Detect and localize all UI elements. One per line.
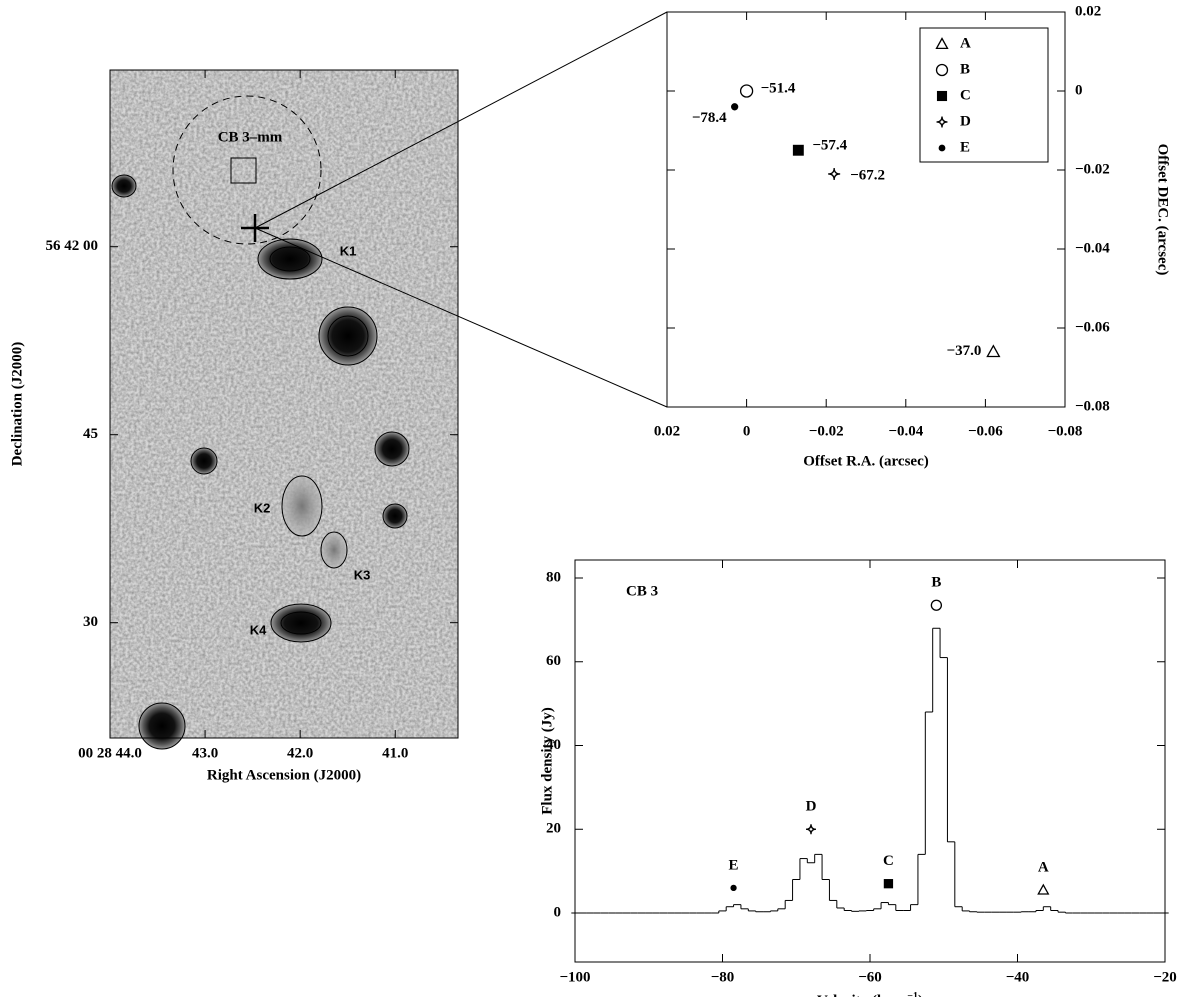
marker — [1037, 883, 1050, 895]
marker-label: D — [806, 799, 817, 815]
beam-circle — [172, 95, 322, 245]
source — [257, 238, 323, 280]
legend-marker — [936, 116, 948, 128]
point-label: −78.4 — [692, 110, 727, 126]
y-tick-label: 60 — [546, 653, 561, 669]
x-tick-label: −100 — [559, 969, 590, 985]
x-tick-label: −40 — [1006, 969, 1030, 985]
mm-box — [230, 157, 257, 184]
x-tick-label: 41.0 — [382, 745, 408, 761]
point-label: −51.4 — [761, 80, 796, 96]
y-tick-label: −0.08 — [1075, 398, 1110, 414]
x-tick-label: 00 28 44.0 — [78, 745, 142, 761]
sources — [111, 174, 410, 750]
marker-label: E — [729, 857, 739, 873]
x-tick-label: −60 — [858, 969, 882, 985]
source — [374, 431, 410, 467]
point-label: −67.2 — [850, 167, 885, 183]
y-axis-title: Declination (J2000) — [9, 342, 25, 467]
image-frame — [109, 69, 459, 739]
legend-label: E — [960, 139, 970, 155]
y-tick-label: 0 — [1075, 82, 1083, 98]
annotation: K1 — [340, 243, 357, 258]
x-tick-label: −0.06 — [968, 423, 1003, 439]
x-tick-label: −0.04 — [888, 423, 923, 439]
marker — [986, 344, 1001, 358]
y-tick-label: 30 — [83, 614, 98, 630]
sky-image — [109, 69, 459, 750]
x-tick-label: −0.02 — [809, 423, 844, 439]
marker — [883, 879, 894, 889]
x-axis-title-part: ) — [918, 993, 923, 997]
x-tick-label: −80 — [711, 969, 735, 985]
marker-label: B — [931, 575, 941, 591]
source — [320, 531, 348, 569]
marker — [731, 103, 739, 111]
legend-label: C — [960, 87, 971, 103]
annotation: K3 — [354, 567, 371, 582]
x-tick-label: 0 — [743, 423, 751, 439]
legend-label: D — [960, 113, 971, 129]
x-tick-label: 0.02 — [654, 423, 680, 439]
x-axis-title-part: Velocity (km s — [817, 993, 907, 997]
legend-marker — [936, 90, 948, 102]
x-axis-title: Velocity (km s−1) — [817, 991, 923, 997]
contour — [327, 315, 369, 357]
y-axis-title: Offset DEC. (arcsec) — [1155, 144, 1171, 276]
y-tick-label: 20 — [546, 821, 561, 837]
y-axis-title: Flux density (Jy) — [539, 707, 555, 815]
spectrum-frame — [574, 559, 1166, 963]
y-tick-label: −0.06 — [1075, 319, 1110, 335]
marker — [805, 824, 817, 835]
x-tick-label: 42.0 — [287, 745, 313, 761]
marker — [730, 884, 737, 892]
marker-label: A — [1038, 859, 1049, 875]
y-tick-label: −0.02 — [1075, 161, 1110, 177]
x-tick-label: −20 — [1153, 969, 1177, 985]
source — [318, 306, 378, 366]
x-axis-title: Right Ascension (J2000) — [207, 767, 361, 783]
scatter-frame — [666, 11, 1066, 408]
legend-marker — [938, 144, 946, 152]
marker — [792, 144, 804, 156]
y-tick-label: 80 — [546, 569, 561, 585]
source — [281, 475, 323, 537]
y-tick-label: 40 — [546, 737, 561, 753]
y-tick-label: 45 — [83, 426, 98, 442]
y-tick-label: −0.04 — [1075, 240, 1110, 256]
zoom-lines — [254, 11, 668, 408]
source — [270, 603, 332, 643]
y-tick-label: 0 — [554, 904, 562, 920]
marker — [930, 599, 943, 611]
source — [190, 447, 218, 475]
marker — [739, 84, 754, 98]
y-tick-label: 0.02 — [1075, 3, 1101, 19]
x-axis-title-part: −1 — [907, 991, 918, 997]
y-tick-label: 56 42 00 — [46, 238, 99, 254]
annotation: K4 — [250, 622, 267, 637]
contour — [280, 611, 322, 635]
legend-marker — [935, 63, 949, 77]
x-tick-label: 43.0 — [192, 745, 218, 761]
marker-label: C — [883, 853, 894, 869]
source — [111, 174, 137, 198]
contour — [269, 246, 311, 272]
source — [138, 702, 186, 750]
legend-label: A — [960, 35, 971, 51]
legend-marker — [935, 37, 949, 50]
legend-label: B — [960, 61, 970, 77]
source — [382, 503, 408, 529]
point-label: −57.4 — [812, 138, 847, 154]
x-tick-label: −0.08 — [1048, 423, 1083, 439]
marker — [828, 167, 841, 180]
panel-title: CB 3 — [626, 583, 658, 599]
point-label: −37.0 — [947, 343, 982, 359]
annotation: K2 — [254, 500, 271, 515]
annotation: CB 3–mm — [218, 129, 283, 145]
x-axis-title: Offset R.A. (arcsec) — [803, 453, 929, 469]
